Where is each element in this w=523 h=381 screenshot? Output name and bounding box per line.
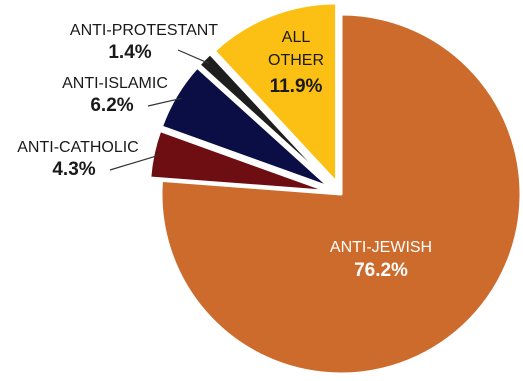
value-all-other: 11.9% — [270, 76, 323, 97]
leader-anti-protestant — [177, 49, 209, 64]
value-anti-jewish: 76.2% — [354, 260, 408, 281]
value-anti-protestant: 1.4% — [108, 42, 151, 63]
leader-anti-islamic — [147, 97, 182, 107]
label-anti-jewish: ANTI-JEWISH — [330, 239, 432, 256]
value-anti-catholic: 4.3% — [52, 159, 95, 180]
pie-slices — [148, 1, 523, 376]
label-all-other-line2: OTHER — [268, 52, 324, 69]
slice-anti-islamic — [159, 65, 333, 190]
leader-lines — [109, 49, 209, 171]
leader-anti-catholic — [109, 154, 160, 171]
label-anti-islamic: ANTI-ISLAMIC — [62, 75, 168, 92]
label-anti-protestant: ANTI-PROTESTANT — [70, 22, 218, 39]
slice-anti-catholic — [148, 129, 331, 193]
label-all-other-line1: ALL — [282, 29, 311, 46]
label-anti-catholic: ANTI-CATHOLIC — [17, 139, 138, 156]
slice-anti-protestant — [197, 52, 334, 188]
value-anti-islamic: 6.2% — [90, 95, 133, 116]
slice-anti-jewish — [159, 12, 523, 376]
slice-all-other — [212, 1, 339, 185]
